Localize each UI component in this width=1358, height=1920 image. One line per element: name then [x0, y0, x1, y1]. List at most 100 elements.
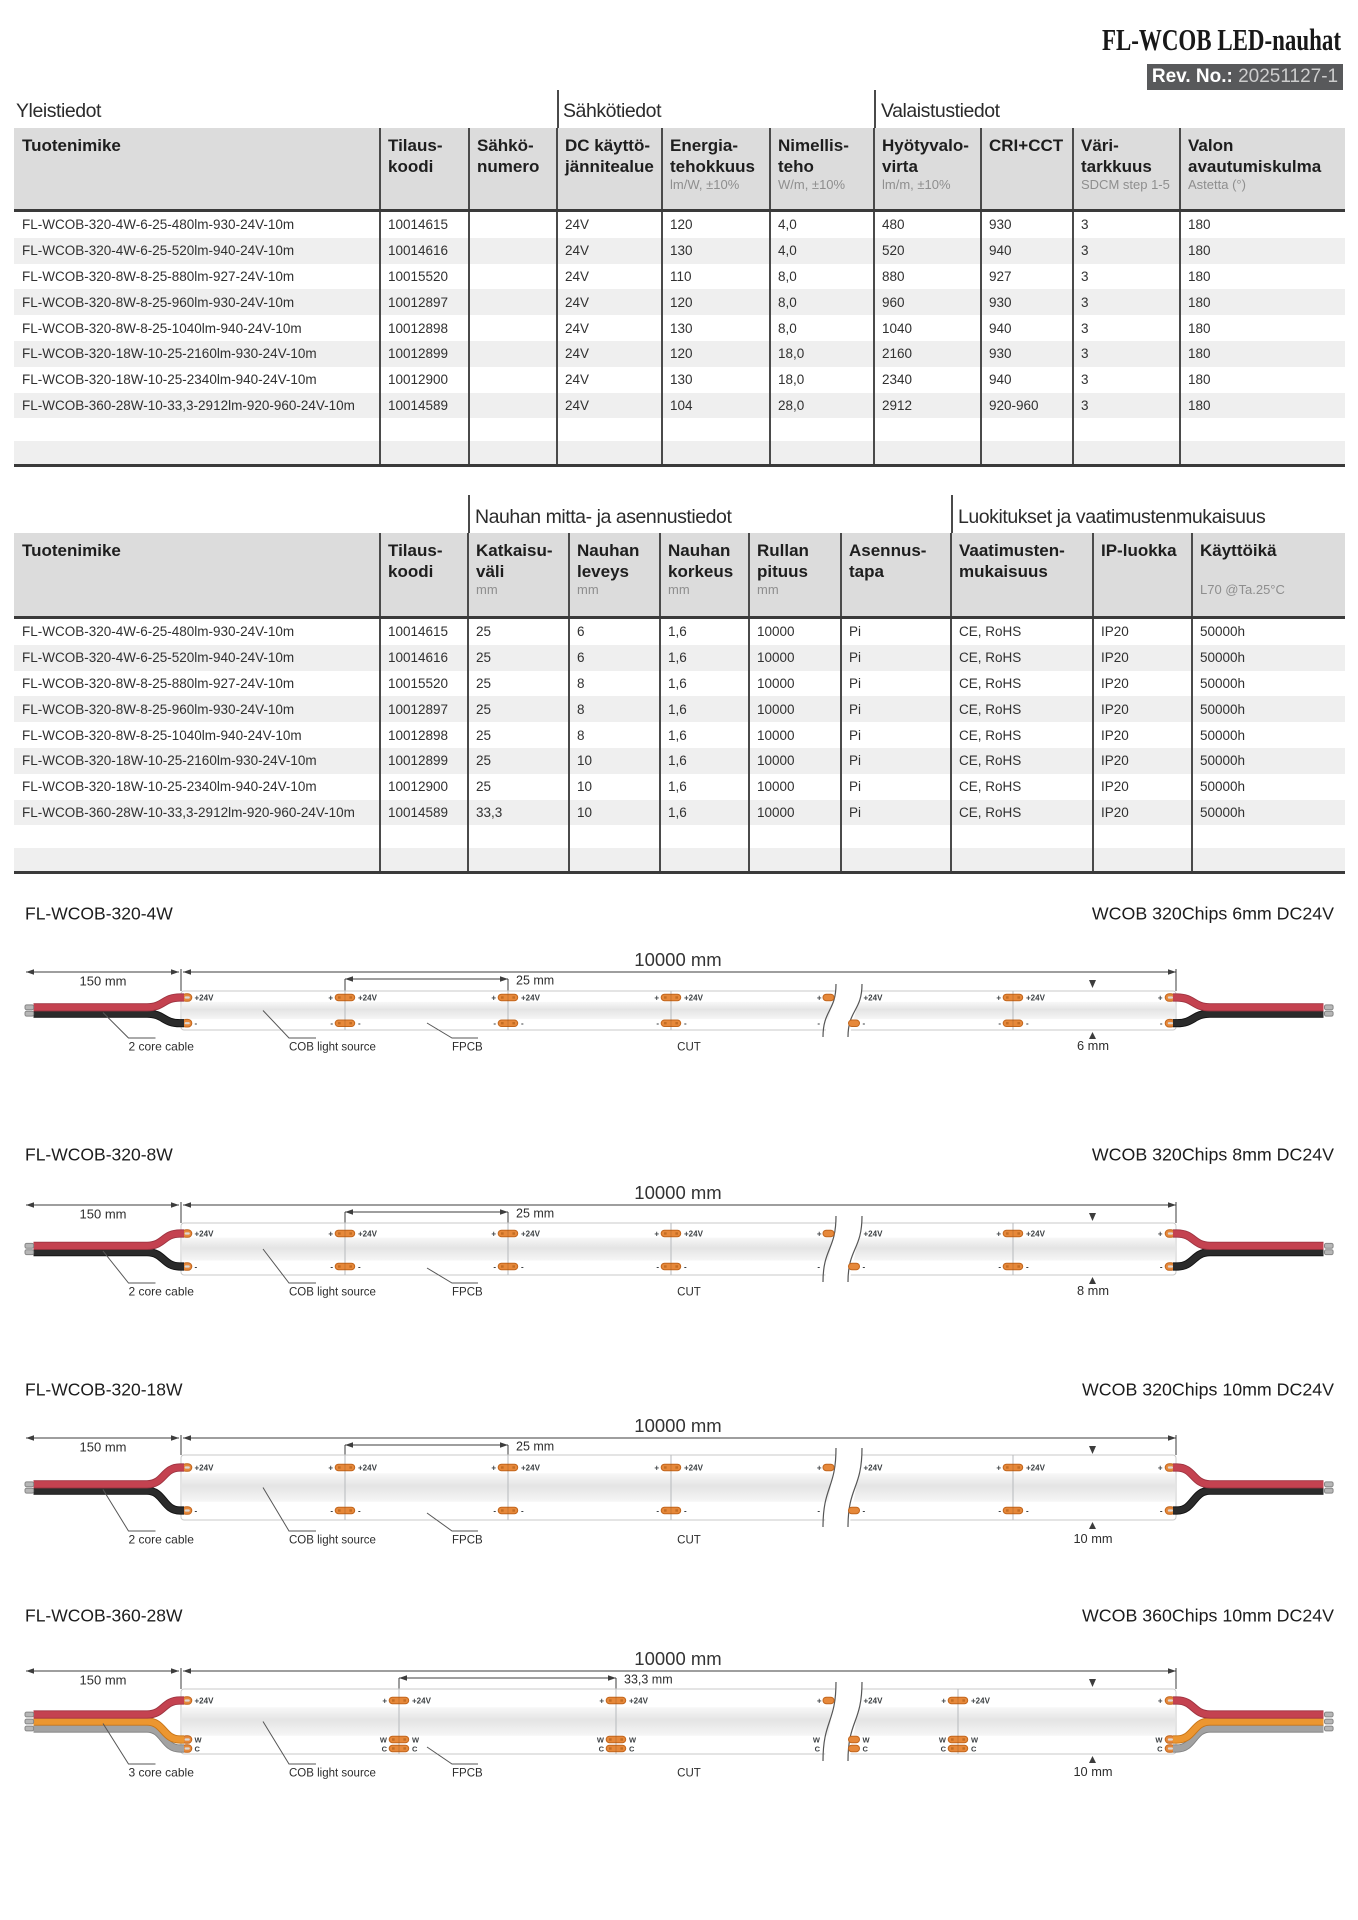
svg-text:+24V: +24V	[629, 1697, 649, 1706]
svg-text:-: -	[358, 1263, 361, 1272]
svg-text:+: +	[996, 994, 1001, 1003]
svg-text:W: W	[380, 1736, 388, 1745]
svg-text:CUT: CUT	[677, 1287, 701, 1299]
svg-text:+: +	[328, 1464, 333, 1473]
svg-text:10000 mm: 10000 mm	[634, 949, 721, 970]
svg-text:+24V: +24V	[195, 994, 215, 1003]
svg-text:+24V: +24V	[864, 1464, 884, 1473]
svg-text:+: +	[599, 1697, 604, 1706]
svg-text:-: -	[684, 1019, 687, 1028]
svg-text:-: -	[817, 1263, 820, 1272]
svg-text:COB light source: COB light source	[289, 1535, 376, 1547]
svg-text:10 mm: 10 mm	[1073, 1764, 1112, 1779]
svg-text:+24V: +24V	[521, 994, 541, 1003]
svg-text:+24V: +24V	[358, 994, 378, 1003]
svg-text:COB light source: COB light source	[289, 1042, 376, 1054]
svg-text:W: W	[629, 1736, 637, 1745]
svg-text:+24V: +24V	[358, 1230, 378, 1239]
svg-text:-: -	[1026, 1507, 1029, 1516]
svg-text:+24V: +24V	[1026, 994, 1046, 1003]
svg-text:-: -	[521, 1263, 524, 1272]
svg-text:+: +	[1158, 1697, 1163, 1706]
svg-text:+: +	[817, 1464, 822, 1473]
svg-text:-: -	[1160, 1507, 1163, 1516]
svg-text:C: C	[382, 1745, 388, 1754]
svg-text:-: -	[330, 1019, 333, 1028]
svg-text:-: -	[656, 1019, 659, 1028]
svg-text:-: -	[998, 1019, 1001, 1028]
svg-text:150 mm: 150 mm	[80, 1440, 127, 1455]
svg-text:WCOB 320Chips 8mm DC24V: WCOB 320Chips 8mm DC24V	[1092, 1145, 1334, 1165]
svg-text:-: -	[521, 1019, 524, 1028]
svg-text:C: C	[1157, 1745, 1163, 1754]
svg-text:+24V: +24V	[358, 1464, 378, 1473]
svg-text:+24V: +24V	[684, 1230, 704, 1239]
svg-text:+: +	[654, 994, 659, 1003]
svg-text:10000 mm: 10000 mm	[634, 1182, 721, 1203]
svg-text:W: W	[939, 1736, 947, 1745]
svg-text:+: +	[941, 1697, 946, 1706]
svg-text:FPCB: FPCB	[452, 1042, 483, 1054]
svg-text:FPCB: FPCB	[452, 1287, 483, 1299]
svg-text:C: C	[412, 1745, 418, 1754]
svg-text:2 core cable: 2 core cable	[129, 1040, 195, 1054]
svg-text:C: C	[863, 1745, 869, 1754]
svg-text:-: -	[521, 1507, 524, 1516]
svg-text:25 mm: 25 mm	[516, 1440, 554, 1454]
svg-text:-: -	[1026, 1019, 1029, 1028]
svg-text:W: W	[1155, 1736, 1163, 1745]
svg-text:+: +	[996, 1464, 1001, 1473]
svg-text:WCOB 360Chips 10mm DC24V: WCOB 360Chips 10mm DC24V	[1082, 1606, 1334, 1626]
svg-text:-: -	[863, 1019, 866, 1028]
svg-text:-: -	[358, 1019, 361, 1028]
svg-text:FL-WCOB-360-28W: FL-WCOB-360-28W	[25, 1606, 183, 1626]
svg-text:+24V: +24V	[864, 994, 884, 1003]
svg-text:W: W	[971, 1736, 979, 1745]
svg-text:+24V: +24V	[195, 1230, 215, 1239]
svg-text:C: C	[629, 1745, 635, 1754]
svg-text:-: -	[1160, 1263, 1163, 1272]
svg-text:-: -	[863, 1263, 866, 1272]
svg-text:+: +	[491, 1464, 496, 1473]
svg-text:-: -	[493, 1019, 496, 1028]
svg-text:C: C	[941, 1745, 947, 1754]
svg-text:+24V: +24V	[521, 1230, 541, 1239]
svg-text:10000 mm: 10000 mm	[634, 1415, 721, 1436]
svg-text:-: -	[195, 1263, 198, 1272]
svg-text:-: -	[195, 1507, 198, 1516]
svg-text:-: -	[1026, 1263, 1029, 1272]
svg-text:-: -	[195, 1019, 198, 1028]
svg-text:+24V: +24V	[195, 1464, 215, 1473]
svg-text:2 core cable: 2 core cable	[129, 1285, 195, 1299]
svg-text:2 core cable: 2 core cable	[129, 1533, 195, 1547]
svg-text:3 core cable: 3 core cable	[129, 1766, 195, 1780]
svg-text:10 mm: 10 mm	[1073, 1531, 1112, 1546]
svg-text:-: -	[358, 1507, 361, 1516]
svg-text:C: C	[971, 1745, 977, 1754]
svg-text:+: +	[491, 994, 496, 1003]
svg-text:W: W	[195, 1736, 203, 1745]
svg-text:+: +	[654, 1464, 659, 1473]
svg-text:+24V: +24V	[521, 1464, 541, 1473]
svg-text:FPCB: FPCB	[452, 1768, 483, 1780]
svg-text:W: W	[863, 1736, 871, 1745]
svg-text:+24V: +24V	[864, 1230, 884, 1239]
svg-text:+24V: +24V	[684, 994, 704, 1003]
svg-text:-: -	[330, 1507, 333, 1516]
svg-text:FPCB: FPCB	[452, 1535, 483, 1547]
svg-text:+: +	[817, 994, 822, 1003]
svg-text:CUT: CUT	[677, 1768, 701, 1780]
svg-text:150 mm: 150 mm	[80, 1673, 127, 1688]
svg-text:10000 mm: 10000 mm	[634, 1648, 721, 1669]
svg-text:+: +	[817, 1230, 822, 1239]
svg-text:+: +	[1158, 1230, 1163, 1239]
svg-text:+: +	[654, 1230, 659, 1239]
svg-text:+24V: +24V	[412, 1697, 432, 1706]
svg-text:+24V: +24V	[1026, 1230, 1046, 1239]
svg-text:C: C	[195, 1745, 201, 1754]
svg-text:+24V: +24V	[971, 1697, 991, 1706]
svg-text:-: -	[863, 1507, 866, 1516]
svg-text:WCOB 320Chips 6mm DC24V: WCOB 320Chips 6mm DC24V	[1092, 904, 1334, 924]
svg-text:25 mm: 25 mm	[516, 974, 554, 988]
svg-text:25 mm: 25 mm	[516, 1207, 554, 1221]
